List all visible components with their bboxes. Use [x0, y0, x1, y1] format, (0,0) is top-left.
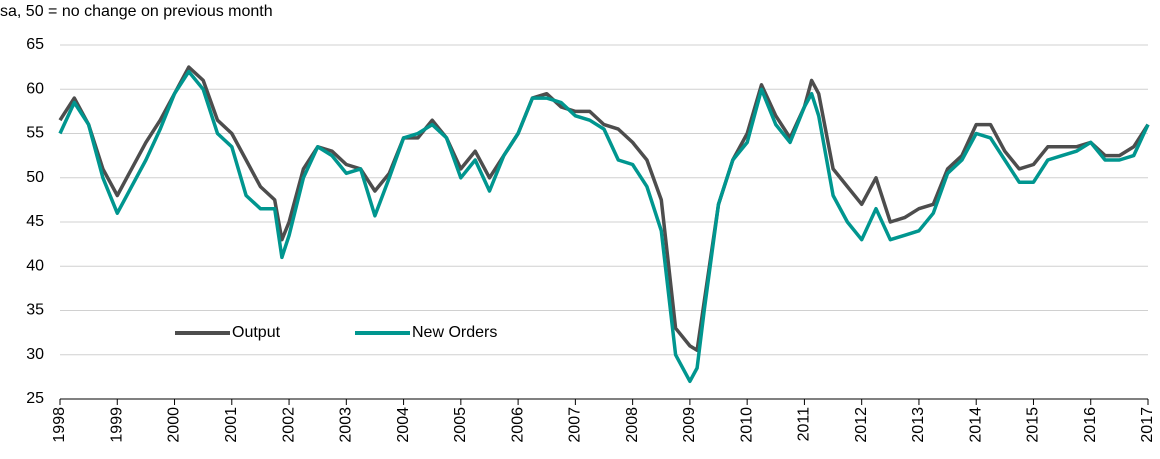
x-tick-label: 1998 [51, 407, 68, 443]
x-tick-label: 2003 [338, 407, 355, 443]
x-tick-label: 1999 [108, 407, 125, 443]
x-tick-label: 2009 [681, 407, 698, 443]
x-tick-label: 2014 [967, 407, 984, 443]
x-tick-label: 2004 [395, 407, 412, 443]
legend-label: New Orders [412, 324, 497, 341]
y-tick-label: 65 [26, 36, 44, 53]
x-tick-label: 2008 [624, 407, 641, 443]
x-tick-label: 2007 [567, 407, 584, 443]
x-tick-label: 2017 [1139, 407, 1156, 443]
x-tick-label: 2013 [910, 407, 927, 443]
x-tick-label: 2015 [1025, 407, 1042, 443]
x-tick-label: 2001 [223, 407, 240, 443]
y-tick-label: 45 [26, 213, 44, 230]
y-tick-label: 30 [26, 346, 44, 363]
legend-label: Output [232, 324, 281, 341]
x-tick-label: 2000 [166, 407, 183, 443]
line-series [58, 65, 1150, 353]
x-tick-label: 2002 [280, 407, 297, 443]
chart-subtitle: sa, 50 = no change on previous month [0, 3, 273, 20]
x-tick-label: 2010 [738, 407, 755, 443]
x-tick-label: 2011 [796, 407, 813, 442]
x-tick-label: 2012 [853, 407, 870, 443]
y-tick-label: 55 [26, 125, 44, 142]
x-tick-label: 2006 [509, 407, 526, 443]
y-tick-label: 60 [26, 80, 44, 97]
x-tick-label: 2005 [452, 407, 469, 443]
y-tick-label: 50 [26, 169, 44, 186]
line-series [58, 69, 1150, 384]
x-tick-label: 2016 [1082, 407, 1099, 443]
y-tick-label: 40 [26, 257, 44, 274]
y-tick-label: 35 [26, 302, 44, 319]
y-tick-label: 25 [26, 390, 44, 407]
